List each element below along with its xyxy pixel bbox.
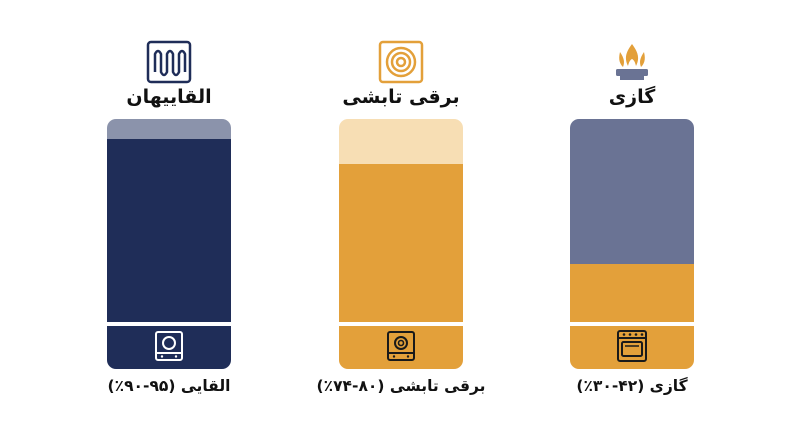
- radiant-coil-icon: [377, 40, 425, 84]
- induction-bar: [107, 119, 231, 369]
- gas-bar-fill: [570, 264, 694, 369]
- radiant-bar-empty: [339, 119, 463, 164]
- gas-bar: [570, 119, 694, 369]
- induction-bar-empty: [107, 119, 231, 139]
- gas-bar-empty: [570, 119, 694, 264]
- induction-cooktop-icon: [150, 329, 188, 363]
- induction-bar-fill: [107, 139, 231, 369]
- radiant-title: برقی تابشی: [342, 86, 460, 108]
- induction-divider: [107, 322, 231, 326]
- induction-label: القایی (۹۵-۹۰٪): [107, 377, 231, 395]
- radiant-bar-fill: [339, 164, 463, 369]
- gas-label: گازی (۴۲-۳۰٪): [576, 377, 688, 395]
- gas-flame-icon: [608, 40, 656, 84]
- radiant-divider: [339, 322, 463, 326]
- induction-title: القاییهان: [126, 86, 212, 108]
- gas-title: گازی: [608, 86, 656, 108]
- radiant-cooktop-icon: [382, 329, 420, 363]
- gas-stove-icon: [613, 329, 651, 363]
- radiant-label: برقی تابشی (۸۰-۷۴٪): [316, 377, 486, 395]
- induction-coil-icon: [145, 40, 193, 84]
- radiant-bar: [339, 119, 463, 369]
- gas-divider: [570, 322, 694, 326]
